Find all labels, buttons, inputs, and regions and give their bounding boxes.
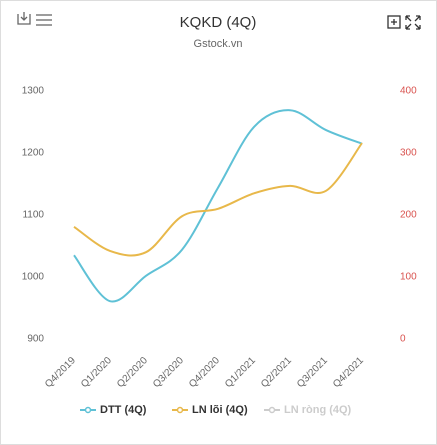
y-tick-label: 900 — [27, 334, 44, 345]
legend-marker — [84, 406, 92, 414]
download-icon[interactable] — [17, 12, 31, 25]
chart-subtitle: Gstock.vn — [194, 38, 243, 50]
legend-item[interactable]: DTT (4Q) — [80, 404, 147, 416]
legend-label: DTT (4Q) — [100, 404, 147, 416]
legend-marker — [176, 406, 184, 414]
y-tick-label: 1100 — [22, 210, 44, 221]
series-line — [73, 109, 363, 303]
y-tick-label: 1200 — [22, 148, 45, 159]
chart-title: KQKD (4Q) — [180, 14, 257, 31]
y2-tick-label: 400 — [400, 86, 417, 97]
y2-tick-label: 0 — [400, 334, 406, 345]
zoom-icon[interactable] — [387, 15, 401, 29]
y2-tick-label: 100 — [400, 272, 417, 283]
y2-tick-label: 300 — [400, 148, 417, 159]
y-tick-label: 1000 — [22, 272, 45, 283]
series-line — [73, 142, 363, 257]
legend-label: LN lõi (4Q) — [192, 404, 248, 416]
y-tick-label: 1300 — [22, 86, 45, 97]
legend-item[interactable]: LN ròng (4Q) — [264, 404, 352, 416]
legend-item[interactable]: LN lõi (4Q) — [172, 404, 248, 416]
y2-tick-label: 200 — [400, 210, 417, 221]
legend-marker — [268, 406, 276, 414]
menu-icon[interactable] — [36, 14, 52, 26]
legend-label: LN ròng (4Q) — [284, 404, 352, 416]
fullscreen-icon[interactable] — [405, 15, 421, 30]
